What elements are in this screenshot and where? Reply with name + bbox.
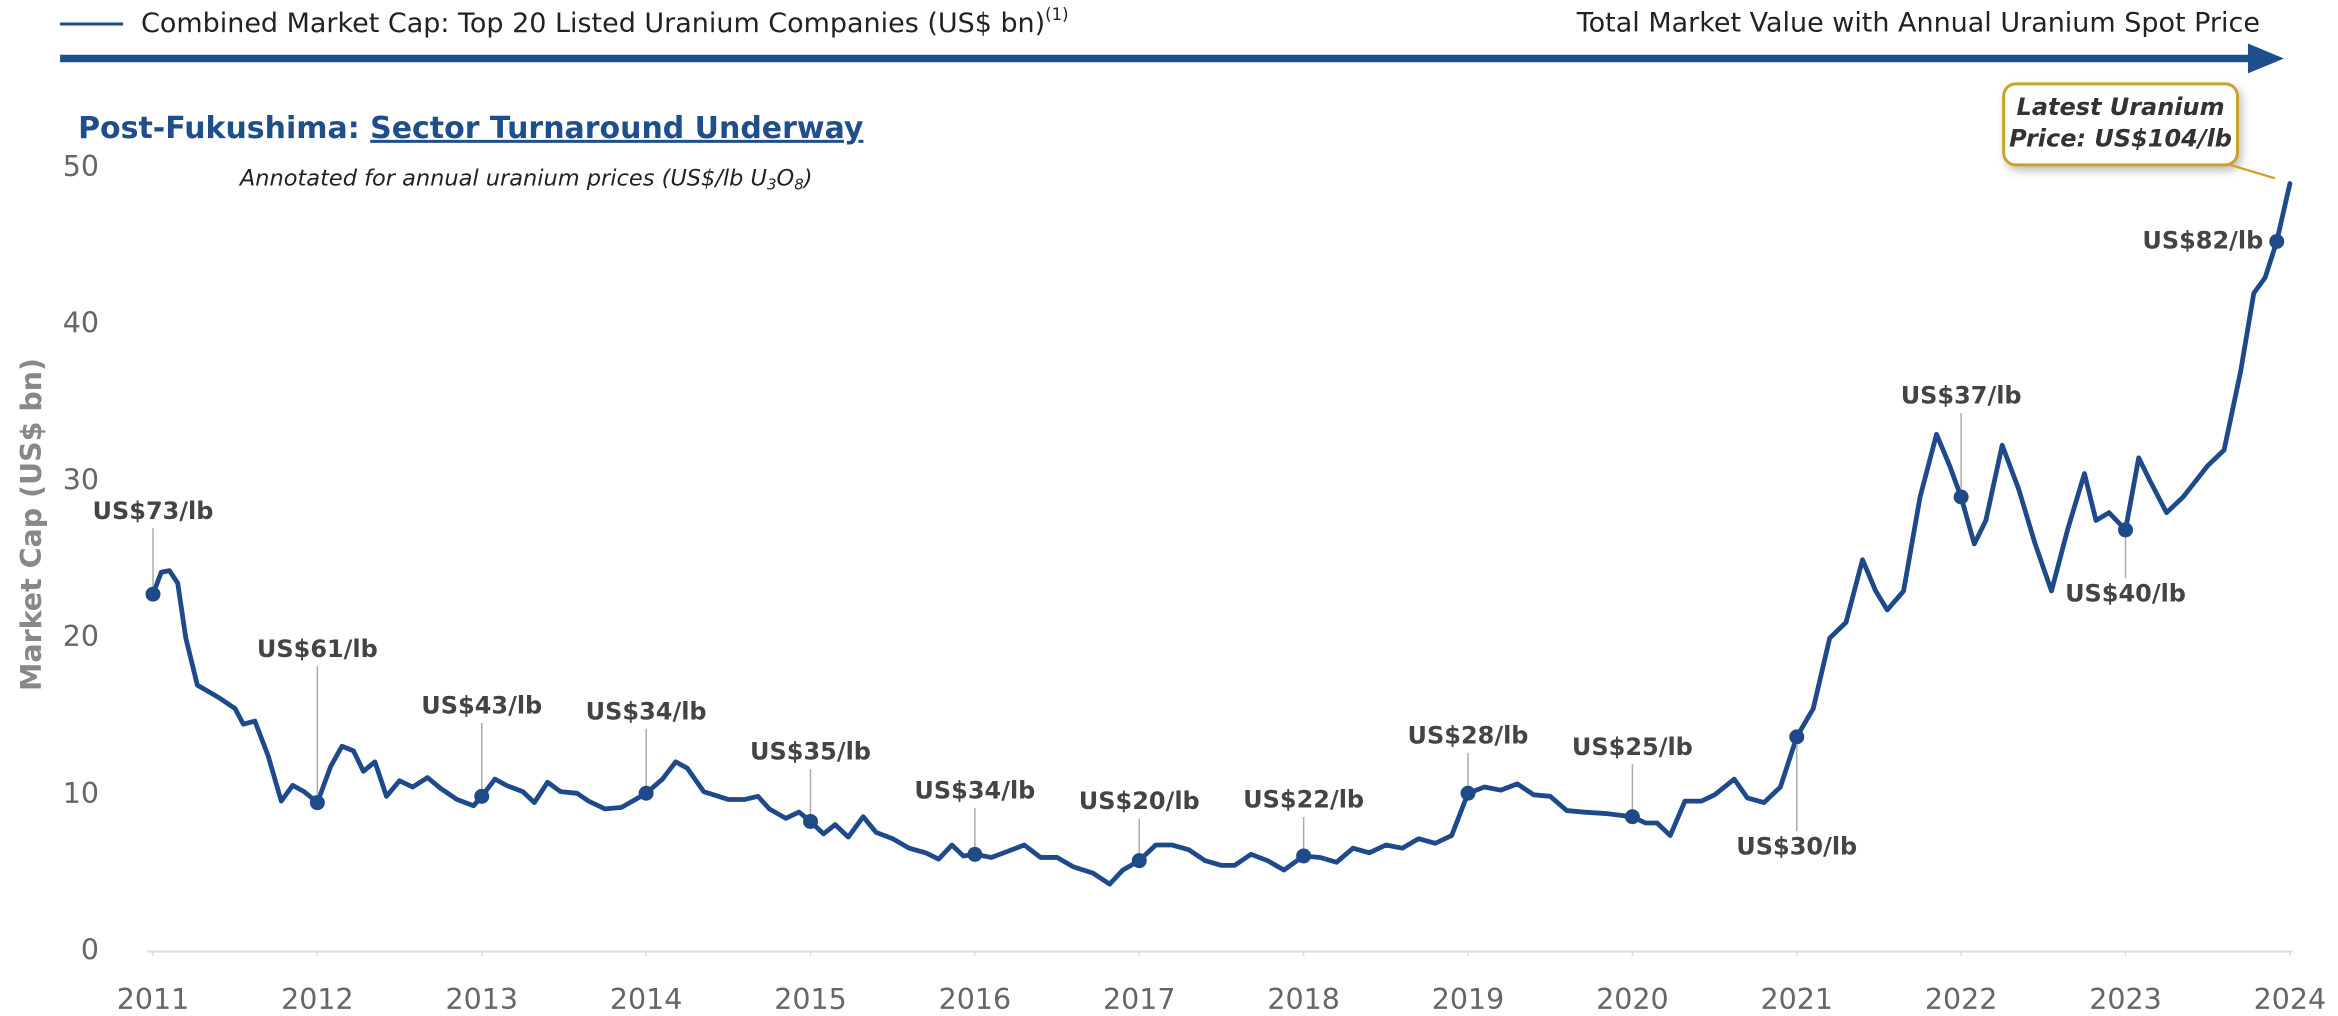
x-tick-label: 2020: [1596, 983, 1668, 1016]
annotation-point: [1624, 809, 1640, 825]
annotation-point: [1296, 848, 1312, 864]
annotation-point: [474, 788, 490, 804]
annotation-label: US$28/lb: [1408, 721, 1529, 749]
title-prefix: Post-Fukushima:: [78, 110, 370, 145]
annotation-label: US$20/lb: [1079, 787, 1200, 815]
y-tick-label: 40: [63, 307, 99, 340]
title: Post-Fukushima: Sector Turnaround Underw…: [78, 110, 863, 145]
x-tick-label: 2019: [1432, 983, 1504, 1016]
callout-line: Price: US$104/lb: [2009, 124, 2232, 152]
annotation-label: US$30/lb: [1736, 833, 1857, 861]
x-tick-label: 2021: [1761, 983, 1833, 1016]
header-right: Total Market Value with Annual Uranium S…: [1576, 7, 2260, 38]
annotation-point: [2118, 522, 2134, 538]
legend-label: Combined Market Cap: Top 20 Listed Urani…: [141, 4, 1069, 38]
x-tick-label: 2024: [2254, 983, 2326, 1016]
annotation-label: US$43/lb: [421, 691, 542, 719]
annotation-label: US$34/lb: [914, 776, 1035, 804]
x-tick-label: 2015: [774, 983, 846, 1016]
y-tick-label: 30: [63, 463, 99, 496]
subtitle: Annotated for annual uranium prices (US$…: [238, 165, 813, 193]
y-tick-label: 50: [63, 150, 99, 183]
y-axis-label: Market Cap (US$ bn): [15, 358, 48, 691]
annotation-point: [1789, 729, 1805, 745]
annotation-label: US$73/lb: [93, 497, 214, 525]
annotation-point: [638, 785, 654, 801]
x-tick-label: 2016: [939, 983, 1011, 1016]
legend-text: Combined Market Cap: Top 20 Listed Urani…: [141, 7, 1045, 38]
subtitle-text: ): [802, 165, 813, 191]
annotation-label: US$22/lb: [1243, 786, 1364, 814]
annotation-label: US$25/lb: [1572, 733, 1693, 761]
annotation-label: US$34/lb: [586, 697, 707, 725]
annotation-point: [1460, 785, 1476, 801]
subscript: 3: [767, 175, 777, 193]
x-tick-label: 2018: [1267, 983, 1339, 1016]
series-line: [150, 181, 2293, 887]
legend-footnote: (1): [1045, 4, 1068, 23]
annotation-label: US$35/lb: [750, 738, 871, 766]
annotation-point: [803, 813, 818, 829]
callout-line: Latest Uranium: [2017, 93, 2225, 121]
x-tick-label: 2023: [2089, 983, 2161, 1016]
y-tick-label: 20: [63, 620, 99, 653]
annotation-point: [145, 586, 161, 602]
annotation-point: [1131, 853, 1147, 869]
annotation-point: [967, 846, 983, 862]
subscript: 8: [794, 175, 804, 193]
annotation-label: US$82/lb: [2142, 227, 2263, 255]
x-tick-label: 2022: [1925, 983, 1997, 1016]
x-tick-label: 2017: [1103, 983, 1175, 1016]
annotation-label: US$40/lb: [2065, 579, 2186, 607]
annotation-point: [309, 795, 325, 811]
annotation-label: US$37/lb: [1901, 382, 2022, 410]
title-emphasis: Sector Turnaround Underway: [370, 110, 863, 145]
subtitle-text: O: [777, 165, 795, 191]
subtitle-text: Annotated for annual uranium prices (US$…: [238, 165, 768, 191]
x-tick-label: 2013: [446, 983, 518, 1016]
y-tick-label: 0: [81, 934, 99, 967]
y-tick-label: 10: [63, 777, 99, 810]
x-tick-label: 2012: [281, 983, 353, 1016]
annotation-point: [1953, 489, 1969, 505]
x-tick-label: 2014: [610, 983, 682, 1016]
callout-pointer: [2229, 163, 2276, 180]
arrow-head: [2247, 43, 2284, 74]
x-tick-label: 2011: [117, 983, 189, 1016]
annotation-label: US$61/lb: [257, 635, 378, 663]
callout-box: [2002, 82, 2239, 167]
annotation-point: [2269, 234, 2285, 249]
